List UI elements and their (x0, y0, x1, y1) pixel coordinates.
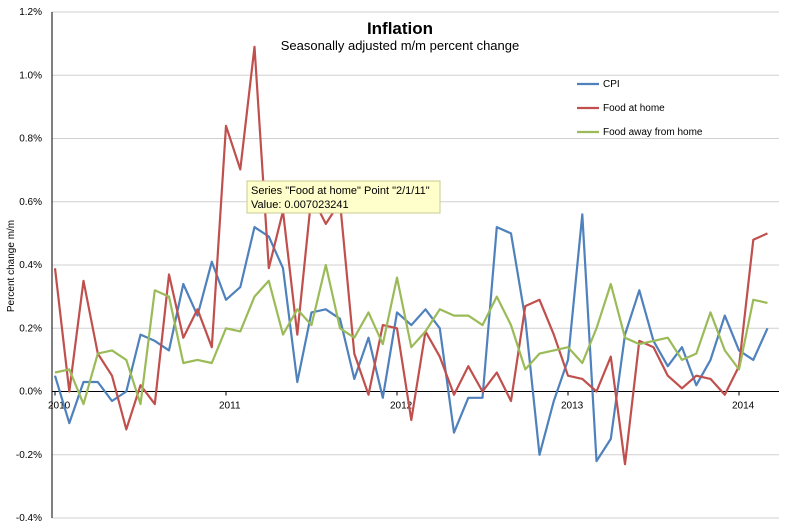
y-tick-label: 1.0% (19, 70, 42, 81)
legend: CPI Food at home Food away from home (577, 79, 703, 138)
chart-title: Inflation (367, 19, 433, 38)
tooltip-box (246, 180, 441, 214)
tooltip-line-2: Value: 0.007023241 (251, 199, 349, 211)
legend-label: CPI (603, 79, 620, 90)
series-lines (53, 45, 769, 466)
x-tick-label: 2013 (561, 401, 584, 412)
y-tick-label: 0.4% (19, 260, 42, 271)
y-axis-title: Percent change m/m (6, 220, 17, 312)
legend-label: Food away from home (603, 127, 703, 138)
x-tick-label: 2012 (390, 401, 413, 412)
y-tick-label: 0.2% (19, 323, 42, 334)
y-tick-label: -0.4% (16, 513, 42, 524)
series-line-cpi (53, 213, 769, 463)
data-tooltip: Series "Food at home" Point "2/1/11" Val… (246, 180, 441, 214)
y-tick-label: 1.2% (19, 7, 42, 18)
legend-label: Food at home (603, 103, 665, 114)
y-tick-label: -0.2% (16, 450, 42, 461)
x-tick-label: 2011 (219, 401, 241, 412)
x-tick-label: 2010 (48, 401, 71, 412)
y-tick-label: 0.6% (19, 197, 42, 208)
y-tick-label: 0.0% (19, 387, 42, 398)
y-tick-label: 0.8% (19, 134, 42, 145)
x-tick-label: 2014 (732, 401, 755, 412)
series-line-food-away-from-home (54, 263, 768, 406)
y-tick-labels: -0.4% -0.2% 0.0% 0.2% 0.4% 0.6% 0.8% 1.0% 1.2% (16, 7, 42, 524)
tooltip-line-1: Series "Food at home" Point "2/1/11" (251, 185, 430, 197)
series-line-food-at-home (53, 45, 768, 466)
chart-subtitle: Seasonally adjusted m/m percent change (281, 38, 519, 53)
